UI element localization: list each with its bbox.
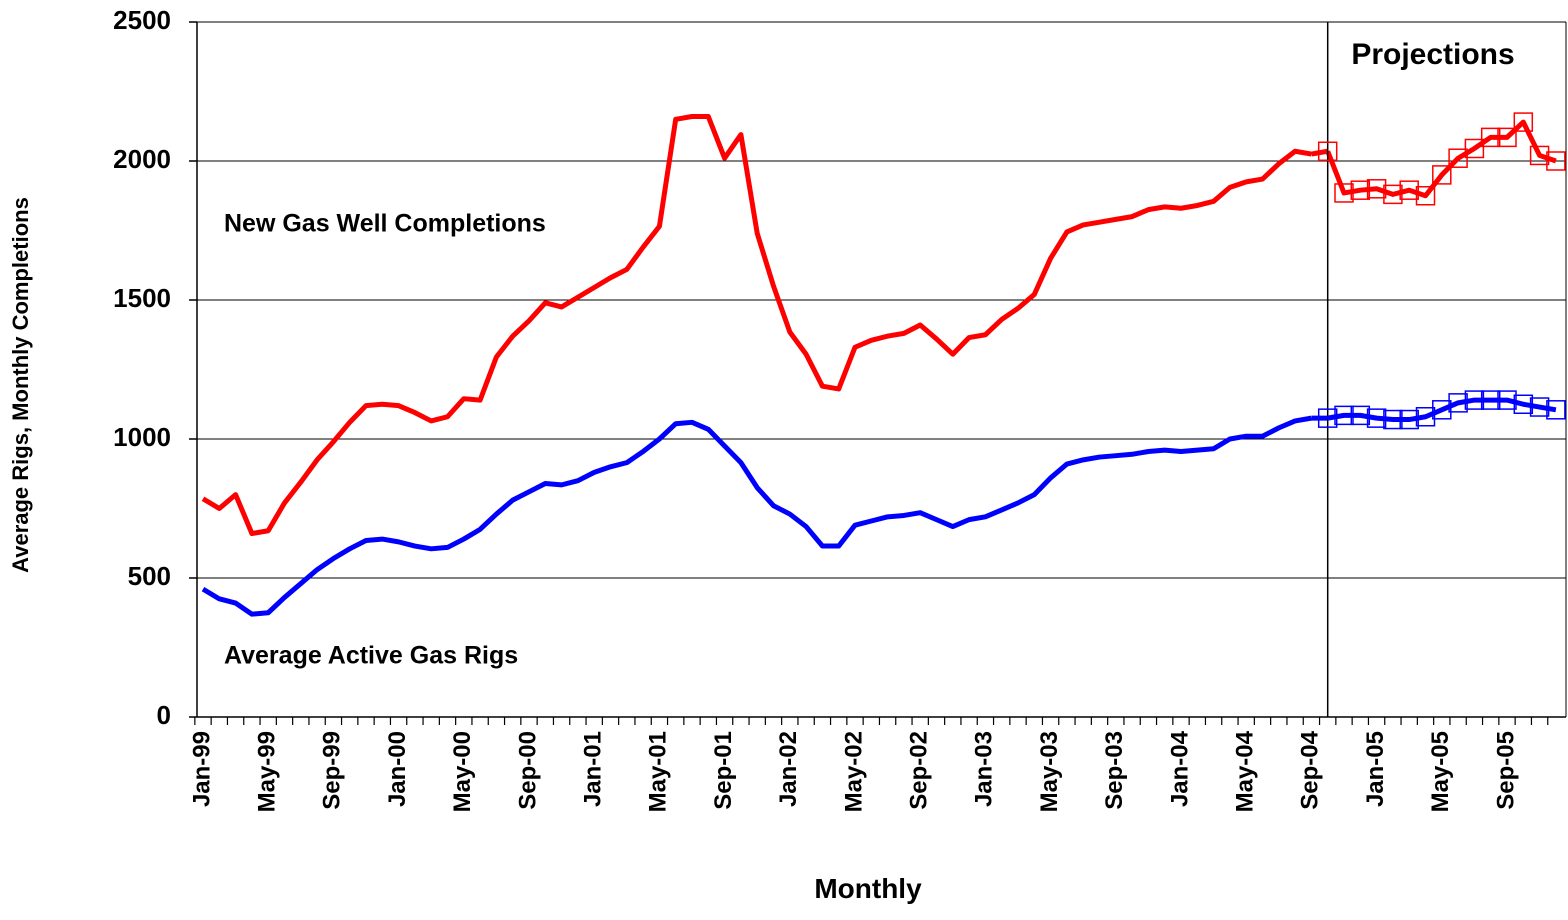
x-tick-label: Jan-00 — [384, 731, 411, 807]
marker — [1415, 407, 1436, 427]
y-tick-label: 2000 — [113, 144, 171, 174]
marker — [1415, 186, 1436, 206]
x-tick-label: May-03 — [1036, 731, 1063, 812]
series-line — [201, 415, 1312, 617]
series-line — [1327, 397, 1557, 423]
marker — [1529, 145, 1550, 166]
x-tick-label: May-01 — [645, 731, 672, 812]
marker — [1317, 408, 1338, 428]
y-tick-label: 1500 — [113, 283, 171, 313]
marker — [1546, 151, 1566, 171]
x-tick-label: Sep-02 — [906, 731, 933, 810]
marker — [1399, 409, 1419, 430]
x-axis-title: Monthly — [814, 873, 922, 904]
marker — [1480, 390, 1501, 410]
marker — [1399, 180, 1419, 200]
marker — [1366, 408, 1387, 428]
marker — [1497, 390, 1517, 410]
y-tick-label: 500 — [128, 561, 171, 591]
series-line — [201, 114, 1312, 537]
marker — [1513, 112, 1534, 132]
x-tick-label: May-99 — [254, 731, 281, 812]
marker — [1432, 400, 1452, 420]
marker — [1529, 397, 1550, 417]
marker — [1464, 138, 1485, 159]
marker — [1366, 179, 1387, 199]
marker — [1497, 127, 1517, 148]
x-tick-label: Jan-04 — [1166, 730, 1193, 807]
marker — [1350, 405, 1371, 426]
marker — [1448, 393, 1468, 413]
marker — [1464, 390, 1485, 410]
marker — [1334, 183, 1354, 203]
series-label: New Gas Well Completions — [224, 210, 546, 238]
x-tick-label: May-00 — [449, 731, 476, 812]
marker — [1513, 394, 1534, 414]
x-tick-label: Sep-00 — [514, 731, 541, 810]
marker — [1317, 141, 1338, 162]
series-label: Average Active Gas Rigs — [224, 642, 518, 670]
marker — [1480, 127, 1501, 148]
x-tick-label: Sep-01 — [710, 731, 737, 810]
x-tick-label: May-04 — [1232, 730, 1259, 812]
x-tick-label: Jan-05 — [1362, 731, 1389, 807]
y-tick-label: 2500 — [113, 5, 171, 35]
x-tick-label: May-05 — [1427, 731, 1454, 812]
marker — [1546, 400, 1566, 420]
marker — [1334, 405, 1354, 426]
projections-label: Projections — [1351, 38, 1514, 71]
connector — [1310, 148, 1329, 157]
marker — [1350, 180, 1371, 200]
y-tick-label: 0 — [157, 700, 171, 730]
x-tick-label: Sep-03 — [1101, 731, 1128, 810]
y-axis-title: Average Rigs, Monthly Completions — [8, 197, 33, 573]
x-tick-label: Jan-99 — [188, 731, 215, 807]
x-tick-label: Sep-04 — [1297, 730, 1324, 809]
marker — [1383, 184, 1403, 205]
x-tick-label: Jan-02 — [775, 731, 802, 807]
x-tick-label: Sep-99 — [319, 731, 346, 810]
series-line — [1325, 119, 1557, 199]
marker — [1432, 165, 1452, 185]
y-tick-label: 1000 — [113, 422, 171, 452]
x-tick-label: Jan-03 — [971, 731, 998, 807]
x-tick-label: Jan-01 — [580, 731, 607, 807]
x-tick-label: Sep-05 — [1492, 731, 1519, 810]
marker — [1383, 409, 1403, 430]
x-tick-label: May-02 — [840, 731, 867, 812]
